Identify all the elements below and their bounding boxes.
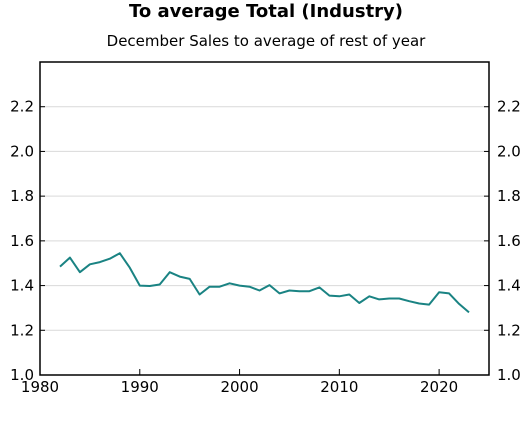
chart-title: To average Total (Industry) <box>128 1 404 22</box>
y-tick-label-right: 1.6 <box>497 232 521 250</box>
y-tick-label-left: 1.2 <box>10 321 34 339</box>
series-line <box>59 252 470 314</box>
y-tick-label-left: 1.4 <box>10 277 34 295</box>
y-tick-label-right: 1.0 <box>497 366 521 384</box>
gridlines <box>40 106 489 331</box>
y-tick-label-left: 1.8 <box>10 187 34 205</box>
y-tick-label-left: 2.0 <box>10 142 34 160</box>
x-tick-label: 1980 <box>21 378 59 396</box>
tick-labels: 1.0 1.0 1.2 1.2 1.4 1.4 1.6 1.6 1.8 1.8 2.0 2.0 2.2 2… <box>10 98 521 396</box>
y-tick-label-left: 1.6 <box>10 232 34 250</box>
y-tick-label-left: 2.2 <box>10 98 34 116</box>
y-tick-label-left: 1.0 <box>10 366 34 384</box>
axis-ticks <box>39 106 489 376</box>
x-tick-label: 2020 <box>420 378 458 396</box>
x-tick-label: 2010 <box>320 378 358 396</box>
y-tick-label-right: 2.0 <box>497 142 521 160</box>
x-tick-label: 2000 <box>220 378 258 396</box>
x-tick-label: 1990 <box>121 378 159 396</box>
y-tick-label-right: 1.4 <box>497 277 521 295</box>
y-tick-label-right: 2.2 <box>497 98 521 116</box>
y-tick-label-right: 1.2 <box>497 321 521 339</box>
y-tick-label-right: 1.8 <box>497 187 521 205</box>
chart-subtitle: December Sales to average of rest of yea… <box>106 32 426 50</box>
plot-frame <box>39 61 490 376</box>
